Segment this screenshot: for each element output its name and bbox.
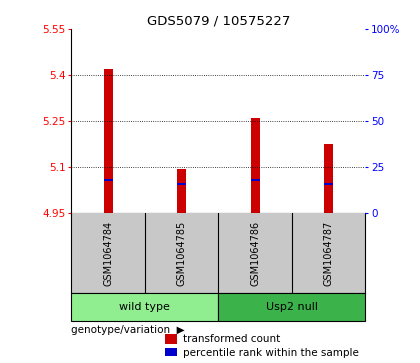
Bar (324, 183, 333, 185)
Bar (165, 334, 177, 344)
Bar (71, 293, 218, 322)
Bar (177, 183, 186, 185)
Bar (177, 169, 186, 213)
Bar (218, 293, 365, 322)
Bar (251, 179, 260, 181)
Bar (165, 348, 177, 358)
Bar (251, 118, 260, 213)
Text: transformed count: transformed count (183, 334, 281, 344)
Text: Usp2 null: Usp2 null (266, 302, 318, 312)
Text: percentile rank within the sample: percentile rank within the sample (183, 348, 359, 358)
Text: genotype/variation  ▶: genotype/variation ▶ (71, 325, 185, 335)
Text: GSM1064786: GSM1064786 (250, 220, 260, 286)
Text: wild type: wild type (119, 302, 171, 312)
Text: GSM1064787: GSM1064787 (324, 220, 333, 286)
Bar (324, 144, 333, 213)
Text: GSM1064785: GSM1064785 (177, 220, 186, 286)
Bar (104, 69, 113, 213)
Title: GDS5079 / 10575227: GDS5079 / 10575227 (147, 15, 290, 28)
Text: GSM1064784: GSM1064784 (103, 220, 113, 286)
Bar (104, 179, 113, 181)
